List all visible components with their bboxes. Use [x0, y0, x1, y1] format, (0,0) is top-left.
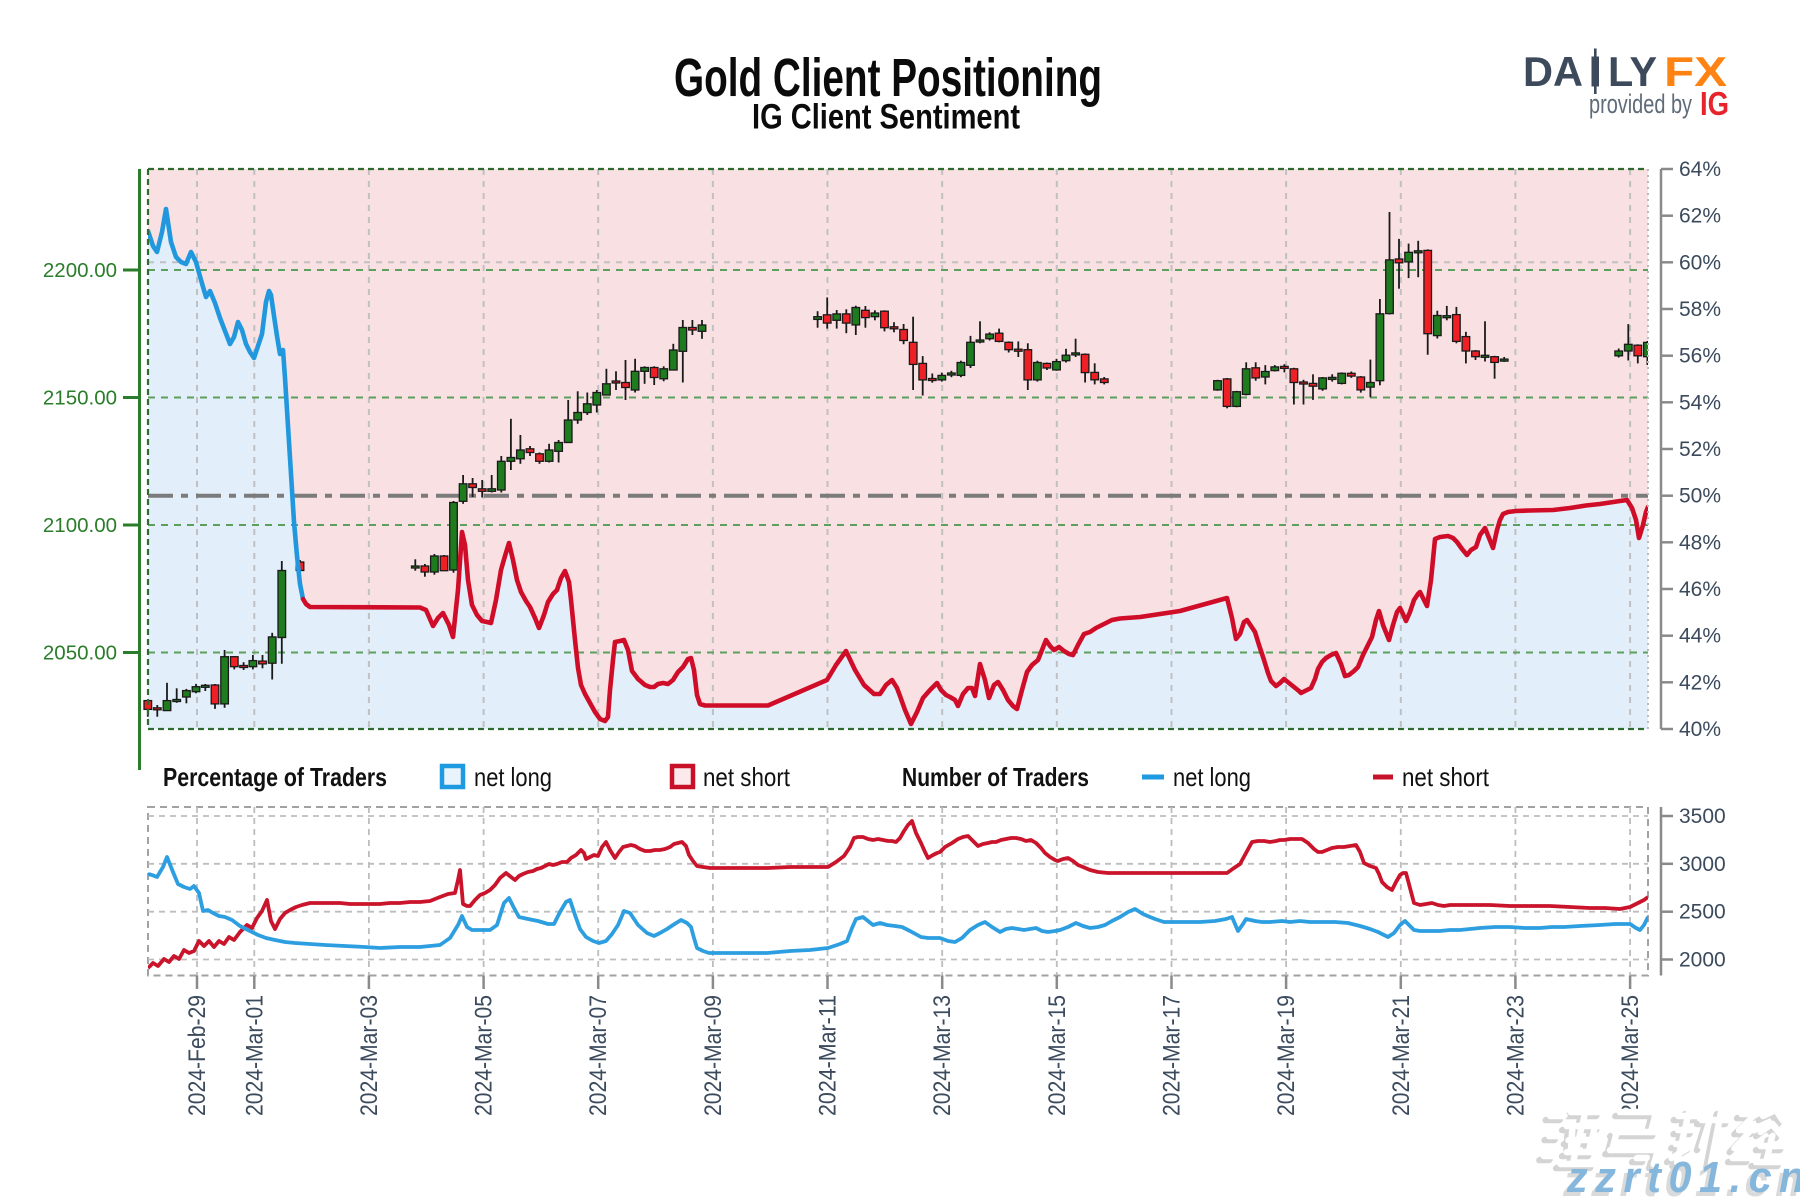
svg-text:2150.00: 2150.00 — [43, 387, 117, 410]
svg-text:44%: 44% — [1679, 625, 1721, 648]
svg-text:62%: 62% — [1679, 205, 1721, 228]
svg-text:2050.00: 2050.00 — [43, 642, 117, 665]
svg-text:54%: 54% — [1679, 391, 1721, 414]
svg-text:zzrt01.cn: zzrt01.cn — [1566, 1153, 1800, 1200]
svg-text:FX: FX — [1664, 48, 1727, 95]
svg-text:2024-Mar-15: 2024-Mar-15 — [1044, 995, 1071, 1116]
svg-text:2024-Mar-23: 2024-Mar-23 — [1502, 995, 1529, 1116]
svg-text:IG Client Sentiment: IG Client Sentiment — [752, 98, 1020, 137]
svg-text:3500: 3500 — [1679, 805, 1726, 828]
svg-text:net short: net short — [703, 762, 791, 792]
svg-text:58%: 58% — [1679, 298, 1721, 321]
svg-text:2024-Mar-13: 2024-Mar-13 — [929, 995, 956, 1116]
svg-text:42%: 42% — [1679, 671, 1721, 694]
svg-text:2024-Mar-07: 2024-Mar-07 — [585, 995, 612, 1116]
svg-text:Number of Traders: Number of Traders — [902, 762, 1089, 792]
svg-text:2024-Mar-01: 2024-Mar-01 — [241, 995, 268, 1116]
svg-text:Percentage of Traders: Percentage of Traders — [163, 762, 387, 792]
svg-text:IG: IG — [1700, 85, 1729, 122]
svg-text:2024-Feb-29: 2024-Feb-29 — [184, 995, 211, 1116]
svg-text:46%: 46% — [1679, 578, 1721, 601]
svg-text:net long: net long — [1173, 762, 1251, 792]
svg-text:2024-Mar-05: 2024-Mar-05 — [471, 995, 498, 1116]
svg-text:net long: net long — [474, 762, 552, 792]
svg-text:2500: 2500 — [1679, 901, 1726, 924]
svg-text:Gold Client Positioning: Gold Client Positioning — [674, 48, 1102, 108]
svg-text:provided by: provided by — [1589, 89, 1692, 119]
svg-text:2024-Mar-17: 2024-Mar-17 — [1159, 995, 1186, 1116]
svg-text:2200.00: 2200.00 — [43, 259, 117, 282]
svg-text:2024-Mar-03: 2024-Mar-03 — [356, 995, 383, 1116]
svg-text:40%: 40% — [1679, 718, 1721, 741]
svg-text:2000: 2000 — [1679, 949, 1726, 972]
svg-text:52%: 52% — [1679, 438, 1721, 461]
svg-text:2024-Mar-11: 2024-Mar-11 — [815, 995, 842, 1116]
svg-text:56%: 56% — [1679, 345, 1721, 368]
svg-text:DA: DA — [1523, 48, 1583, 95]
svg-text:2024-Mar-25: 2024-Mar-25 — [1617, 995, 1644, 1116]
svg-text:net short: net short — [1402, 762, 1490, 792]
svg-text:2024-Mar-09: 2024-Mar-09 — [700, 995, 727, 1116]
svg-text:64%: 64% — [1679, 158, 1721, 181]
svg-text:2024-Mar-21: 2024-Mar-21 — [1388, 995, 1415, 1116]
svg-text:2024-Mar-19: 2024-Mar-19 — [1273, 995, 1300, 1116]
svg-text:2100.00: 2100.00 — [43, 514, 117, 537]
svg-text:LY: LY — [1608, 48, 1657, 95]
svg-text:50%: 50% — [1679, 485, 1721, 508]
svg-text:60%: 60% — [1679, 251, 1721, 274]
svg-text:48%: 48% — [1679, 531, 1721, 554]
svg-text:zzrt01.cn: zzrt01.cn — [1562, 1157, 1800, 1200]
svg-text:3000: 3000 — [1679, 853, 1726, 876]
